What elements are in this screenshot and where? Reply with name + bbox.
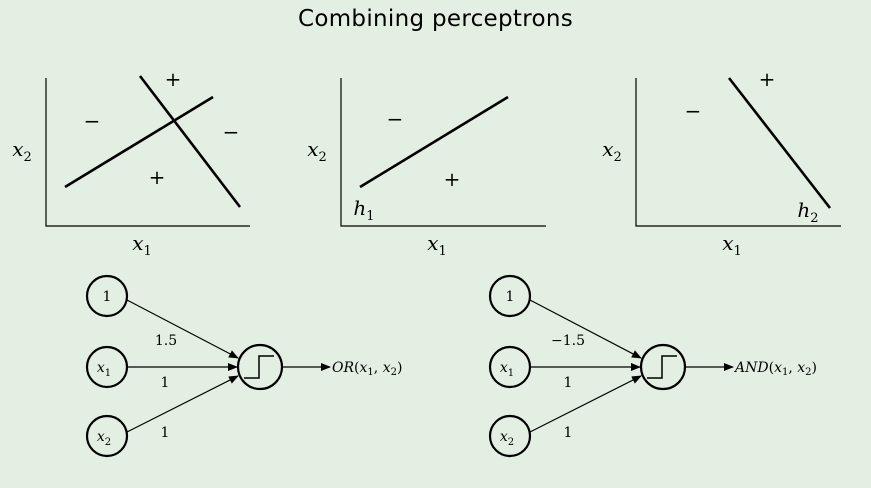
page-title: Combining perceptrons [298,6,573,32]
plot-2-ylabel: x2 [307,137,327,165]
or-output-label: OR(x1, x2) [332,360,402,378]
and-input-label-bias: 1 [506,289,515,305]
and-network: 1 x1 x2 −1.5 1 1 AND(x1, x2) [488,274,817,458]
plot-1-sign-minus-left: − [84,109,101,133]
plot-1-sign-plus-bottom: + [149,165,166,189]
plot-3-line-label: h2 [797,198,818,226]
or-weight-bias: 1.5 [155,333,177,349]
plot-2-line-label: h1 [353,196,374,224]
plot-1-axes [45,78,250,227]
or-output-node [236,343,284,391]
or-edge-bias [126,299,239,359]
and-input-label-x2: x2 [500,429,514,448]
and-input-node-bias [488,274,532,318]
and-weight-bias: −1.5 [551,333,585,349]
plot-2-sign-minus: − [387,107,404,131]
plot-1-line-b [138,75,242,208]
plot-1-sign-plus-top: + [165,67,182,91]
or-weight-x1: 1 [161,375,170,391]
plot-3-xlabel: x1 [722,231,742,259]
plot-3-line-h2 [727,77,832,209]
and-input-node-x1 [488,345,532,389]
plot-2-line-h1 [359,95,509,189]
and-weight-x2: 1 [564,425,573,441]
or-network: 1 x1 x2 1.5 1 1 OR(x1, x2) [85,274,402,458]
or-input-label-x2: x2 [97,429,111,448]
plot-1-ylabel: x2 [12,137,32,165]
and-input-node-x2 [488,414,532,458]
or-step-function-icon [244,355,274,379]
or-input-node-x1 [85,345,129,389]
and-weight-x1: 1 [564,375,573,391]
or-input-label-x1: x1 [97,360,111,379]
or-input-label-bias: 1 [103,289,112,305]
or-edge-x2 [126,375,239,433]
plot-1: + − − + x1 x2 [12,67,250,259]
plot-2-axes [340,78,546,227]
plot-1-line-a [64,95,214,189]
and-edge-bias [529,299,642,359]
or-input-node-x2 [85,414,129,458]
plot-3-axes [635,78,841,227]
and-output-label: AND(x1, x2) [733,360,817,378]
plot-2: − + h1 x1 x2 [307,78,546,259]
and-output-node [639,343,687,391]
plot-2-sign-plus: + [444,167,461,191]
plot-2-xlabel: x1 [427,231,447,259]
and-step-function-icon [647,355,677,379]
or-weight-x2: 1 [161,425,170,441]
plot-3-sign-plus: + [759,67,776,91]
or-input-node-bias [85,274,129,318]
plot-1-xlabel: x1 [132,231,152,259]
and-input-label-x1: x1 [500,360,514,379]
plot-3-ylabel: x2 [602,137,622,165]
plot-1-sign-minus-right: − [223,120,240,144]
plot-3-sign-minus: − [685,99,702,123]
and-edge-x2 [529,375,642,433]
plot-3: + − h2 x1 x2 [602,67,841,259]
